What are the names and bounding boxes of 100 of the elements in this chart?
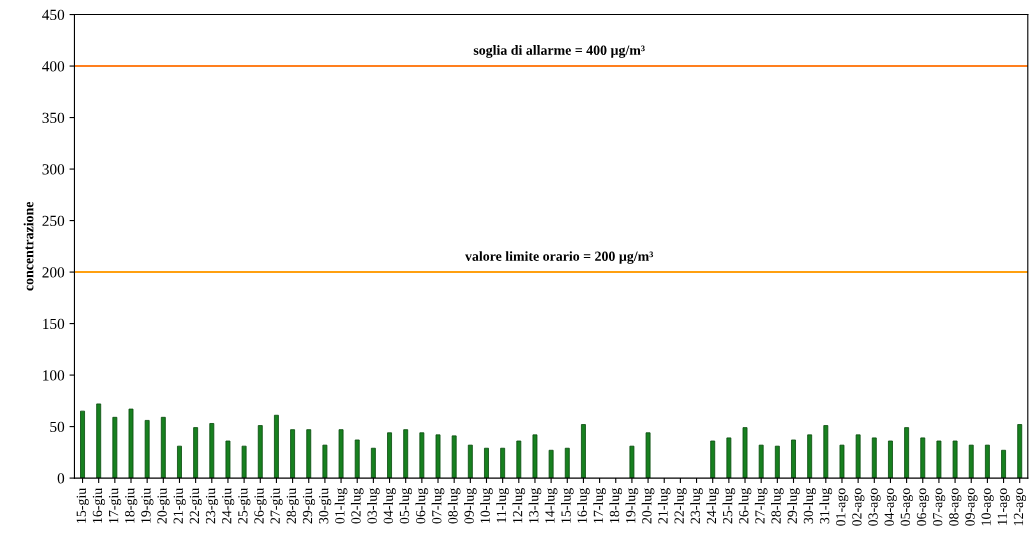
bar — [1001, 449, 1006, 479]
bar — [564, 447, 570, 479]
ref-line-label: valore limite orario = 200 µg/m³ — [465, 251, 654, 264]
bar — [984, 444, 990, 479]
bar — [306, 429, 312, 479]
x-tick-label: 06-lug — [415, 488, 429, 524]
x-tick-label: 24-giu — [222, 488, 235, 524]
y-tick-label: 450 — [42, 9, 65, 20]
x-tick-label: 27-giu — [270, 488, 283, 524]
bar — [823, 425, 829, 479]
bar — [855, 434, 861, 479]
x-tick-label: 02-lug — [350, 488, 364, 524]
bar — [370, 447, 376, 479]
x-tick-label: 25-lug — [722, 488, 736, 524]
x-tick-label: 17-giu — [108, 488, 122, 523]
bar — [791, 439, 796, 479]
x-tick-label: 27-lug — [754, 488, 768, 524]
x-tick-label: 05-ago — [900, 488, 913, 526]
bar — [532, 434, 538, 479]
x-tick-label: 28-giu — [286, 488, 299, 524]
y-tick-label: 300 — [42, 164, 65, 175]
x-tick-label: 21-lug — [657, 488, 671, 524]
x-tick-label: 14-lug — [544, 488, 558, 523]
bar — [516, 440, 522, 479]
bar — [839, 444, 845, 479]
x-tick-label: 28-lug — [771, 488, 784, 524]
bar — [241, 445, 247, 479]
bar — [257, 425, 263, 479]
y-tick-label: 350 — [42, 112, 65, 124]
bar — [548, 449, 554, 479]
x-tick-label: 23-lug — [690, 488, 703, 524]
x-tick-label: 16-giu — [92, 488, 105, 523]
bar — [1017, 424, 1023, 479]
bar — [403, 429, 409, 479]
x-tick-label: 21-giu — [173, 488, 186, 524]
x-tick-label: 18-giu — [125, 488, 138, 523]
x-tick-label: 15-giu — [76, 488, 89, 523]
bar — [451, 435, 457, 479]
bar — [500, 447, 506, 479]
bar — [273, 414, 279, 479]
x-tick-label: 11-lug — [496, 488, 509, 523]
bar — [871, 437, 877, 479]
x-tick-label: 07-ago — [932, 488, 946, 526]
bar — [581, 424, 586, 479]
y-tick-label: 400 — [42, 61, 65, 72]
x-tick-label: 18-lug — [609, 488, 623, 523]
y-tick-label: 250 — [42, 215, 65, 227]
bar — [225, 440, 231, 479]
x-tick-label: 20-lug — [641, 488, 655, 524]
bar — [322, 444, 328, 479]
bar — [758, 444, 764, 479]
bar — [112, 416, 118, 479]
y-tick-label: 0 — [57, 473, 65, 484]
x-tick-label: 26-giu — [254, 488, 267, 524]
x-tick-label: 10-lug — [480, 488, 493, 523]
bar — [888, 440, 893, 479]
bar — [904, 427, 910, 479]
bar — [290, 429, 296, 479]
y-tick-label: 100 — [43, 370, 65, 381]
bar — [629, 445, 635, 479]
x-tick-label: 30-giu — [318, 488, 332, 524]
bar — [645, 432, 651, 479]
x-tick-label: 26-lug — [738, 488, 752, 524]
y-tick-label: 200 — [42, 267, 65, 278]
x-tick-label: 15-lug — [560, 488, 574, 523]
x-tick-label: 31-lug — [819, 488, 833, 524]
bar — [484, 447, 489, 479]
x-tick-label: 19-giu — [141, 488, 154, 523]
bar — [209, 423, 215, 479]
bar — [387, 432, 392, 479]
x-tick-label: 09-lug — [464, 488, 477, 524]
bar — [774, 445, 780, 479]
x-tick-label: 22-giu — [189, 488, 202, 524]
bar — [742, 427, 748, 479]
x-tick-label: 03-ago — [868, 488, 881, 526]
x-tick-label: 13-lug — [528, 488, 542, 523]
y-tick-label: 150 — [43, 318, 65, 330]
bar — [952, 440, 958, 479]
bar — [96, 403, 102, 479]
x-tick-label: 08-ago — [949, 488, 962, 526]
bar — [726, 437, 732, 479]
x-tick-label: 25-giu — [238, 488, 251, 524]
x-tick-label: 04-ago — [884, 488, 897, 526]
bar — [354, 439, 360, 479]
bar — [710, 440, 716, 479]
x-tick-label: 29-giu — [302, 488, 316, 524]
bar — [807, 434, 813, 479]
x-tick-label: 06-ago — [916, 488, 930, 526]
bar — [338, 429, 344, 479]
x-tick-label: 23-giu — [205, 488, 219, 524]
x-tick-label: 02-ago — [852, 488, 865, 526]
x-tick-label: 30-lug — [803, 488, 816, 524]
bar — [467, 444, 473, 479]
x-tick-label: 08-lug — [447, 488, 461, 524]
x-tick-label: 19-lug — [625, 488, 639, 523]
bar — [920, 437, 926, 479]
x-tick-label: 12-lug — [512, 488, 526, 523]
x-tick-label: 12-ago — [1013, 488, 1027, 526]
bar — [193, 427, 199, 479]
x-tick-label: 17-lug — [593, 488, 606, 523]
